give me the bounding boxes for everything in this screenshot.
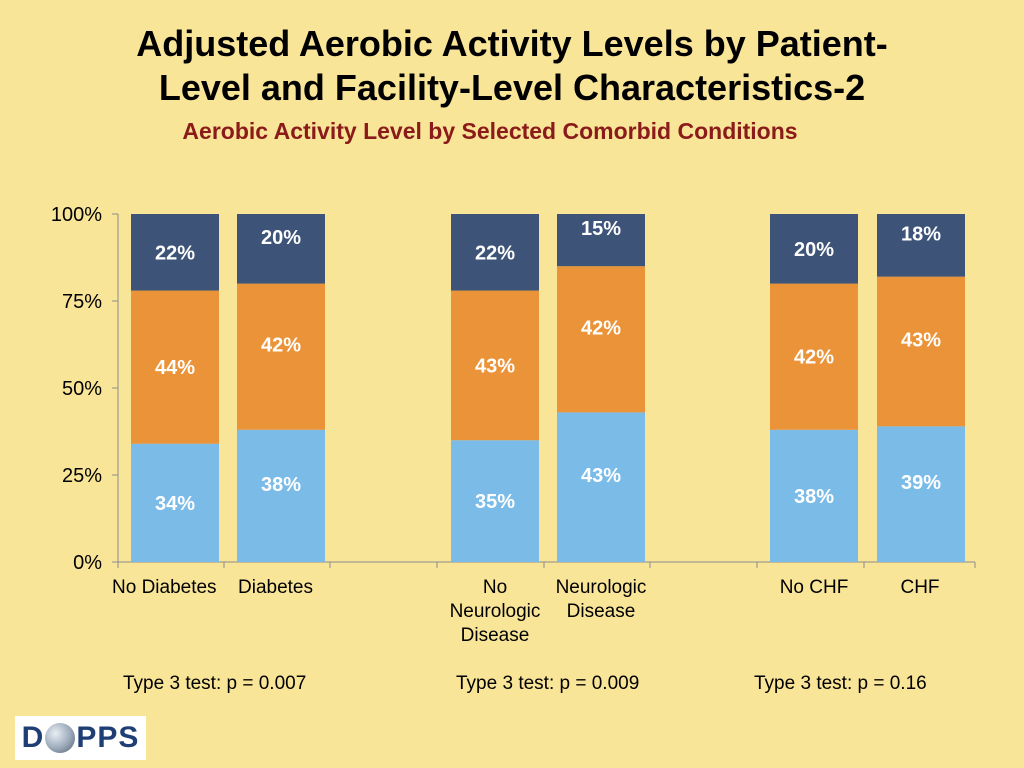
data-label: 39% [901, 472, 941, 494]
x-category-label: Diabetes [238, 576, 338, 600]
data-label: 44% [155, 357, 195, 379]
bar-segment-top [237, 214, 325, 284]
bar-segment-top [451, 214, 539, 291]
x-category-label: No CHF [754, 576, 874, 600]
data-label: 20% [261, 227, 301, 249]
x-category-label-line: Neurologic [555, 577, 647, 598]
chart-title-line-2: Level and Facility-Level Characteristics… [158, 67, 866, 108]
x-category-label-line: CHF [900, 577, 940, 598]
x-category-label: No Diabetes [112, 576, 240, 600]
y-tick-label: 100% [51, 204, 102, 226]
bar-segment-middle [131, 290, 219, 444]
bar-segment-middle [451, 290, 539, 441]
data-label: 38% [261, 474, 301, 496]
x-category-label: No Neurologic Disease [435, 576, 555, 648]
data-label: 34% [155, 493, 195, 515]
bar-segment-middle [557, 266, 645, 413]
data-label: 42% [581, 317, 621, 339]
data-label: 43% [475, 355, 515, 377]
data-label: 42% [261, 335, 301, 357]
x-category-label-line: Neurologic [449, 601, 541, 622]
y-tick-label: 50% [62, 378, 102, 400]
bar-segment-top [131, 214, 219, 291]
type3-test-diabetes: Type 3 test: p = 0.007 [123, 673, 307, 694]
y-tick-label: 75% [62, 291, 102, 313]
y-tick-label: 0% [73, 552, 102, 574]
chart-title-line-1: Adjusted Aerobic Activity Levels by Pati… [136, 23, 888, 64]
dopps-logo: D PPS [15, 716, 146, 760]
type3-test-chf: Type 3 test: p = 0.16 [754, 673, 927, 694]
x-category-label-line: No CHF [779, 577, 849, 598]
data-label: 35% [475, 491, 515, 513]
x-category-label-line: Disease [460, 625, 530, 646]
chart-title: Adjusted Aerobic Activity Levels by Pati… [0, 22, 1024, 110]
data-label: 18% [901, 223, 941, 245]
bar-segment-middle [237, 283, 325, 430]
bar-segment-top [877, 214, 965, 277]
bar-segment-bottom [557, 412, 645, 562]
bar-segment-bottom [877, 426, 965, 562]
bar-segment-middle [770, 283, 858, 430]
globe-icon [45, 723, 76, 753]
bar-segment-bottom [451, 440, 539, 562]
bar-segment-top [557, 214, 645, 267]
x-category-label-line: No Diabetes [112, 577, 217, 598]
data-label: 43% [581, 465, 621, 487]
bar-segment-bottom [237, 429, 325, 562]
x-category-label-line: No [482, 577, 508, 598]
x-category-label: CHF [860, 576, 980, 600]
x-category-label-line: Disease [566, 601, 636, 622]
bar-segment-bottom [131, 443, 219, 562]
x-category-label-line: Diabetes [238, 577, 313, 598]
bar-segment-bottom [770, 429, 858, 562]
logo-letters-pps: PPS [76, 721, 140, 754]
bar-segment-middle [877, 276, 965, 427]
data-label: 15% [581, 218, 621, 240]
chart-subtitle: Aerobic Activity Level by Selected Comor… [182, 118, 798, 144]
data-label: 42% [794, 347, 834, 369]
y-tick-label: 25% [62, 465, 102, 487]
data-label: 22% [475, 242, 515, 264]
data-label: 38% [794, 486, 834, 508]
data-label: 22% [155, 242, 195, 264]
data-label: 43% [901, 329, 941, 351]
data-label: 20% [794, 239, 834, 261]
x-category-label: Neurologic Disease [541, 576, 661, 624]
bar-segment-top [770, 214, 858, 284]
type3-test-neurologic: Type 3 test: p = 0.009 [456, 673, 640, 694]
logo-letter-d: D [21, 721, 45, 754]
